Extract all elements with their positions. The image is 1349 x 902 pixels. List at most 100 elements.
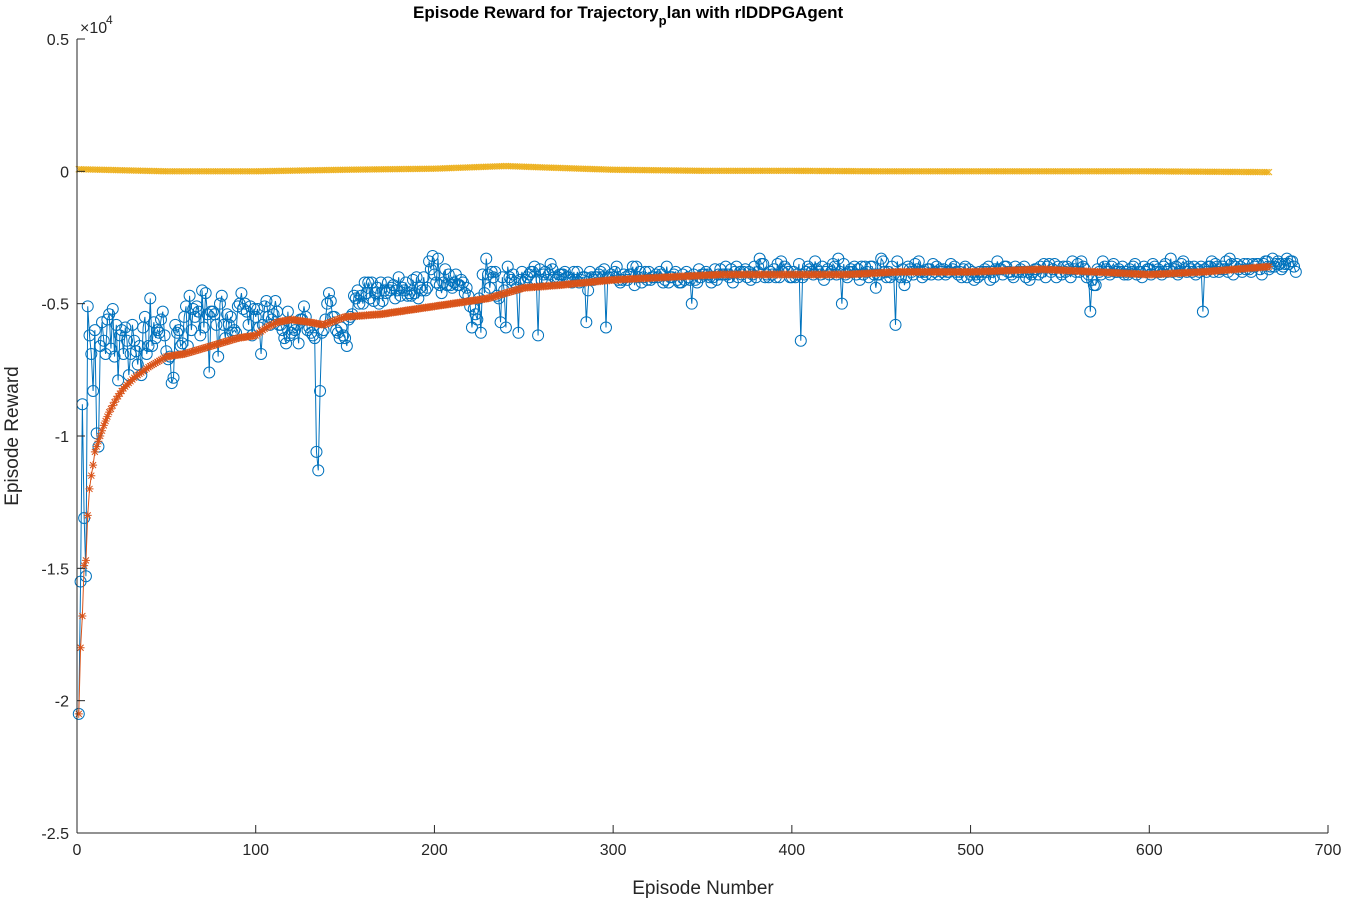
average-reward-marker	[232, 334, 241, 343]
episode-reward-marker	[292, 337, 305, 350]
average-reward-marker	[505, 288, 514, 297]
episode-reward-marker	[251, 302, 264, 315]
episode-reward-marker	[580, 316, 593, 329]
average-reward-marker	[80, 561, 89, 570]
average-reward-marker	[223, 337, 232, 346]
x-tick-label: 500	[957, 842, 984, 859]
episode-reward-marker	[474, 326, 487, 339]
y-tick-label: -2	[55, 694, 69, 711]
average-reward-marker	[189, 347, 198, 356]
episode-q0-series	[75, 162, 1273, 176]
average-reward-marker	[149, 360, 158, 369]
episode-q0-marker	[1265, 168, 1273, 176]
episode-reward-marker	[415, 284, 428, 297]
episode-reward-marker	[448, 276, 461, 289]
episode-reward-marker	[249, 310, 262, 323]
episode-reward-marker	[87, 385, 100, 398]
x-tick-label: 100	[242, 842, 269, 859]
episode-reward-marker	[81, 300, 94, 313]
average-reward-marker	[201, 343, 210, 352]
episode-reward-marker	[374, 276, 387, 289]
episode-reward-marker	[403, 287, 416, 300]
average-reward-marker	[509, 286, 518, 295]
episode-reward-marker	[258, 300, 271, 313]
episode-reward-marker	[88, 324, 101, 337]
average-reward-marker	[182, 349, 191, 358]
average-reward-marker	[151, 358, 160, 367]
episode-reward-marker	[194, 329, 207, 342]
episode-reward-marker	[217, 318, 230, 331]
average-reward-marker	[328, 317, 337, 326]
episode-reward-marker	[212, 350, 225, 363]
episode-reward-marker	[1075, 255, 1088, 268]
average-reward-marker	[185, 348, 194, 357]
y-ticks: -2.5 -2 -1.5 -1 -0.5 0 0.5	[41, 32, 85, 843]
episode-reward-marker	[154, 313, 167, 326]
episode-reward-marker	[238, 297, 251, 310]
average-reward-marker	[514, 285, 523, 294]
episode-reward-marker	[340, 340, 353, 353]
average-reward-marker	[90, 447, 99, 456]
episode-reward-marker	[444, 279, 457, 292]
x-tick-label: 300	[600, 842, 627, 859]
average-reward-marker	[324, 318, 333, 327]
episode-reward-marker	[432, 252, 445, 265]
episode-reward-marker	[567, 265, 580, 278]
average-reward-marker	[207, 342, 216, 351]
episode-reward-marker	[210, 318, 223, 331]
episode-reward-marker	[106, 302, 119, 315]
episode-reward-marker	[196, 284, 209, 297]
episode-reward-marker	[153, 326, 166, 339]
y-axis-label: Episode Reward	[2, 366, 23, 505]
average-reward-marker	[335, 314, 344, 323]
episode-reward-marker	[471, 313, 484, 326]
episode-reward-marker	[78, 512, 91, 525]
average-reward-marker	[85, 484, 94, 493]
episode-reward-marker	[119, 321, 132, 334]
average-reward-marker	[87, 471, 96, 480]
episode-reward-marker	[203, 366, 216, 379]
episode-reward-marker	[262, 310, 275, 323]
episode-reward-marker	[685, 297, 698, 310]
average-reward-marker	[180, 349, 189, 358]
episode-reward-marker	[131, 358, 144, 371]
average-reward-marker	[512, 285, 521, 294]
average-reward-marker	[98, 426, 107, 435]
average-reward-marker	[494, 291, 503, 300]
average-reward-marker	[83, 511, 92, 520]
episode-reward-marker	[421, 281, 434, 294]
episode-reward-marker	[108, 350, 121, 363]
x-tick-label: 700	[1315, 842, 1342, 859]
y-tick-label: -0.5	[41, 297, 69, 314]
episode-reward-marker	[97, 334, 110, 347]
average-reward-marker	[76, 643, 85, 652]
average-reward-marker	[230, 335, 239, 344]
average-reward-marker	[221, 337, 230, 346]
episode-reward-marker	[206, 305, 219, 318]
average-reward-marker	[198, 344, 207, 353]
episode-reward-marker	[367, 295, 380, 308]
episode-reward-marker	[1282, 257, 1295, 270]
episode-reward-marker	[314, 385, 327, 398]
episode-reward-marker	[190, 300, 203, 313]
episode-reward-marker	[146, 340, 159, 353]
episode-reward-marker	[1288, 260, 1301, 273]
average-reward-marker	[516, 284, 525, 293]
average-reward-marker	[194, 345, 203, 354]
episode-reward-marker	[79, 570, 92, 583]
average-reward-marker	[484, 294, 493, 303]
episode-reward-marker	[389, 292, 402, 305]
episode-reward-marker	[104, 342, 117, 355]
episode-reward-marker	[235, 287, 248, 300]
episode-reward-marker	[306, 329, 319, 342]
episode-reward-marker	[378, 284, 391, 297]
average-reward-marker	[203, 343, 212, 352]
average-reward-marker	[106, 404, 115, 413]
episode-reward-marker	[414, 281, 427, 294]
average-reward-marker	[337, 314, 346, 323]
average-reward-marker	[112, 394, 121, 403]
x-tick-label: 600	[1136, 842, 1163, 859]
average-reward-marker	[217, 338, 226, 347]
episode-reward-marker	[133, 340, 146, 353]
